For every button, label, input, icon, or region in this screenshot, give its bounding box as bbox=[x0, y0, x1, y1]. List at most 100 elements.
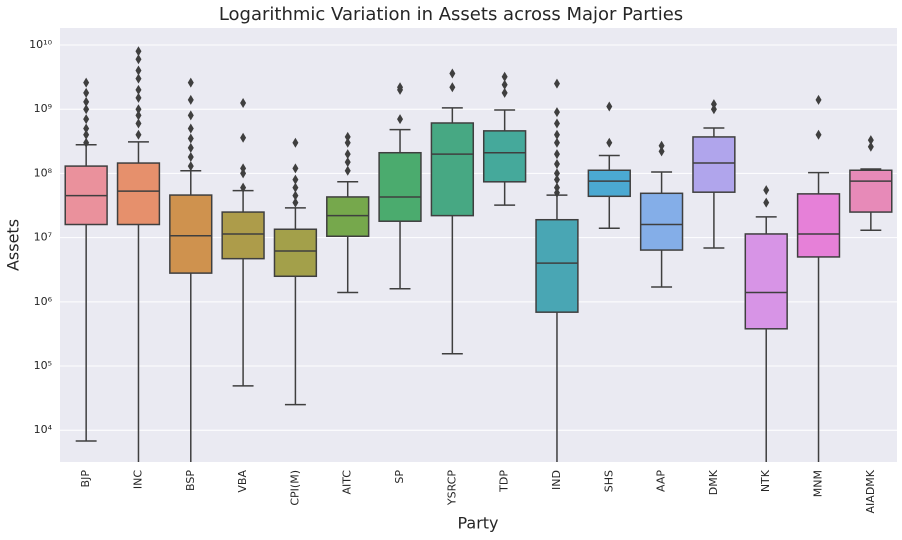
outlier bbox=[187, 142, 194, 153]
outlier bbox=[344, 157, 351, 168]
outlier bbox=[187, 123, 194, 134]
outlier bbox=[606, 137, 613, 148]
x-tick-label: YSRCP bbox=[445, 470, 458, 506]
box bbox=[273, 228, 318, 278]
box bbox=[378, 151, 422, 222]
outlier bbox=[240, 163, 247, 174]
outlier bbox=[292, 163, 299, 174]
x-tick-label: AAP bbox=[655, 470, 668, 492]
outlier bbox=[135, 129, 142, 140]
outlier bbox=[553, 168, 560, 179]
x-axis-label: Party bbox=[457, 514, 498, 533]
outlier bbox=[135, 84, 142, 95]
box bbox=[221, 211, 265, 260]
outlier bbox=[187, 110, 194, 121]
outlier bbox=[763, 197, 770, 208]
box bbox=[744, 233, 788, 330]
outlier bbox=[83, 87, 90, 98]
x-tick-label: SP bbox=[393, 470, 406, 484]
x-tick-label: SHS bbox=[602, 470, 615, 492]
outlier bbox=[449, 68, 456, 79]
outlier bbox=[710, 99, 717, 110]
box bbox=[326, 196, 370, 238]
outlier bbox=[135, 110, 142, 121]
outlier bbox=[240, 132, 247, 143]
outlier bbox=[815, 94, 822, 105]
outlier bbox=[553, 129, 560, 140]
outlier bbox=[83, 104, 90, 115]
box bbox=[639, 192, 684, 251]
box bbox=[796, 193, 841, 258]
y-tick-label: 10⁸ bbox=[34, 166, 53, 179]
box bbox=[116, 162, 161, 226]
outlier bbox=[83, 129, 90, 140]
plot-marks bbox=[64, 46, 893, 462]
x-tick-label: INC bbox=[131, 470, 144, 489]
outlier bbox=[501, 87, 508, 98]
outlier bbox=[292, 182, 299, 193]
outlier bbox=[292, 190, 299, 201]
y-tick-label: 10⁴ bbox=[34, 423, 53, 436]
box bbox=[535, 218, 579, 313]
outlier bbox=[187, 161, 194, 172]
outlier bbox=[135, 65, 142, 76]
outlier bbox=[553, 159, 560, 170]
outlier bbox=[658, 146, 665, 157]
x-tick-label: CPI(M) bbox=[288, 470, 301, 506]
x-tick-label: TDP bbox=[498, 470, 511, 493]
outlier bbox=[658, 140, 665, 151]
x-tick-label: VBA bbox=[236, 470, 249, 493]
outlier bbox=[553, 187, 560, 198]
x-tick-label: AIADMK bbox=[864, 469, 877, 513]
outlier bbox=[135, 46, 142, 57]
outlier bbox=[397, 114, 404, 125]
outlier bbox=[553, 137, 560, 148]
y-tick-label: 10⁹ bbox=[34, 102, 52, 115]
outlier bbox=[135, 118, 142, 129]
x-tick-label: AITC bbox=[341, 470, 354, 495]
outlier bbox=[501, 71, 508, 82]
outlier bbox=[344, 165, 351, 176]
outlier bbox=[292, 174, 299, 185]
outlier bbox=[135, 54, 142, 65]
x-tick-label: IND bbox=[550, 470, 563, 490]
outlier bbox=[83, 77, 90, 88]
outlier bbox=[187, 77, 194, 88]
outlier bbox=[187, 94, 194, 105]
box bbox=[430, 122, 475, 217]
outlier bbox=[292, 137, 299, 148]
outlier bbox=[397, 82, 404, 93]
outlier bbox=[867, 141, 874, 152]
y-tick-label: 10⁷ bbox=[34, 231, 52, 244]
outlier bbox=[449, 82, 456, 93]
x-tick-label: DMK bbox=[707, 469, 720, 495]
outlier bbox=[867, 135, 874, 146]
y-tick-label: 10¹⁰ bbox=[29, 38, 52, 51]
outlier bbox=[763, 185, 770, 196]
outlier bbox=[135, 104, 142, 115]
box bbox=[587, 169, 631, 198]
outlier bbox=[187, 152, 194, 163]
outlier bbox=[606, 101, 613, 112]
outlier bbox=[83, 137, 90, 148]
x-tick-label: BJP bbox=[79, 470, 92, 488]
outlier bbox=[553, 174, 560, 185]
chart-title: Logarithmic Variation in Assets across M… bbox=[219, 4, 683, 25]
x-tick-label: NTK bbox=[759, 469, 772, 492]
outlier bbox=[240, 168, 247, 179]
outlier bbox=[344, 149, 351, 160]
x-tick-label: BSP bbox=[184, 470, 197, 491]
x-tick-label: MNM bbox=[812, 470, 825, 497]
outlier bbox=[135, 92, 142, 103]
outlier bbox=[83, 96, 90, 107]
box bbox=[849, 169, 893, 213]
outlier bbox=[553, 118, 560, 129]
outlier bbox=[815, 129, 822, 140]
y-axis-label: Assets bbox=[4, 219, 23, 271]
y-tick-label: 10⁶ bbox=[34, 295, 53, 308]
outlier bbox=[553, 149, 560, 160]
outlier bbox=[135, 73, 142, 84]
outlier bbox=[344, 137, 351, 148]
box bbox=[482, 130, 527, 183]
